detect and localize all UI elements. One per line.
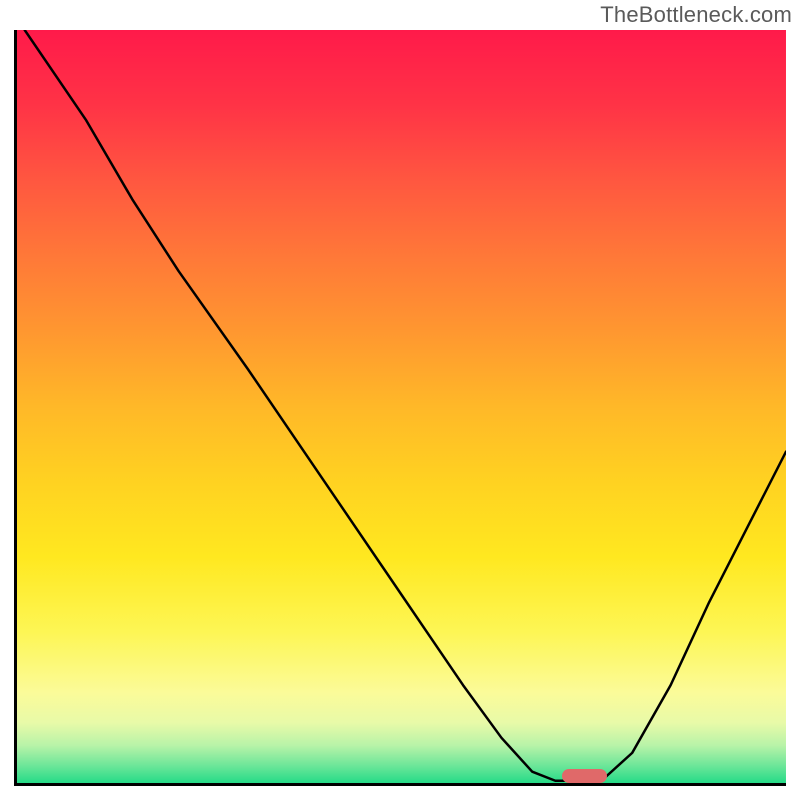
optimum-marker [562, 769, 607, 783]
bottleneck-curve [17, 30, 786, 783]
plot-area [14, 30, 786, 786]
watermark-text: TheBottleneck.com [600, 2, 792, 28]
